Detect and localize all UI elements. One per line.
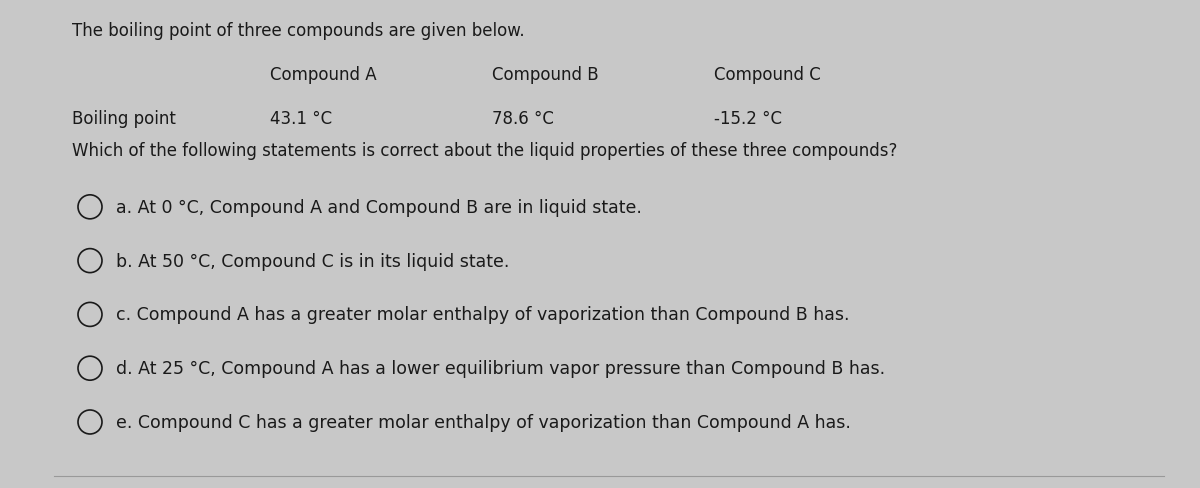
Text: Compound B: Compound B <box>492 66 599 84</box>
Text: Compound C: Compound C <box>714 66 821 84</box>
Text: a. At 0 °C, Compound A and Compound B are in liquid state.: a. At 0 °C, Compound A and Compound B ar… <box>116 199 642 216</box>
Text: The boiling point of three compounds are given below.: The boiling point of three compounds are… <box>72 22 524 40</box>
Text: d. At 25 °C, Compound A has a lower equilibrium vapor pressure than Compound B h: d. At 25 °C, Compound A has a lower equi… <box>116 360 886 377</box>
Text: 43.1 °C: 43.1 °C <box>270 110 332 128</box>
Text: 78.6 °C: 78.6 °C <box>492 110 554 128</box>
Text: e. Compound C has a greater molar enthalpy of vaporization than Compound A has.: e. Compound C has a greater molar enthal… <box>116 413 851 431</box>
Text: b. At 50 °C, Compound C is in its liquid state.: b. At 50 °C, Compound C is in its liquid… <box>116 252 510 270</box>
Text: c. Compound A has a greater molar enthalpy of vaporization than Compound B has.: c. Compound A has a greater molar enthal… <box>116 306 850 324</box>
Text: Compound A: Compound A <box>270 66 377 84</box>
Text: -15.2 °C: -15.2 °C <box>714 110 782 128</box>
Text: Boiling point: Boiling point <box>72 110 176 128</box>
Text: Which of the following statements is correct about the liquid properties of thes: Which of the following statements is cor… <box>72 142 898 160</box>
